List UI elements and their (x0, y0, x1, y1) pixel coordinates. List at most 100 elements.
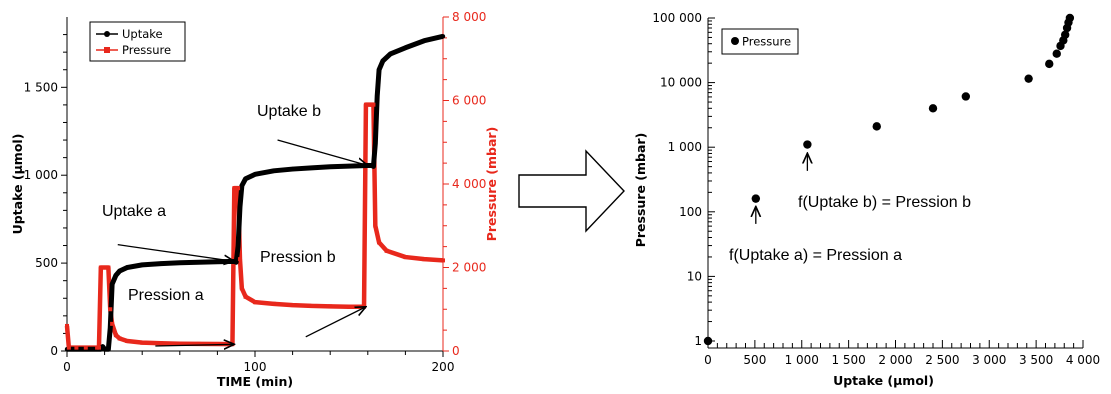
pressure-point (140, 340, 145, 345)
y-tick-label: 10 000 (660, 76, 702, 90)
y-tick-label: 1 000 (668, 140, 702, 154)
legend-pressure-marker (731, 37, 739, 45)
annotation-arrow (305, 307, 366, 338)
y-tick-label: 100 000 (652, 11, 702, 25)
pressure-point (363, 102, 368, 107)
uptake-point (440, 34, 446, 39)
uptake-point (309, 165, 314, 171)
pressure-point (108, 307, 113, 312)
legend-uptake-label: Uptake (122, 27, 163, 41)
pressure-point (751, 194, 761, 203)
left-y-tick-label: 0 (50, 344, 58, 358)
pressure-point (196, 341, 201, 346)
uptake-point (113, 273, 119, 278)
pressure-point (1045, 59, 1054, 69)
y-tick-label: 10 (687, 269, 702, 283)
x-tick-label: 0 (63, 360, 71, 374)
uptake-point (239, 183, 245, 188)
pressure-point (65, 323, 69, 328)
pressure-point (110, 321, 115, 326)
uptake-point (106, 347, 111, 352)
uptake-point (376, 67, 382, 72)
pressure-series-line (64, 102, 444, 350)
pressure-point (239, 286, 244, 291)
pressure-point (377, 240, 382, 245)
y-axis-title: Pressure (mbar) (633, 133, 648, 248)
legend-pressure-label: Pressure (742, 35, 791, 49)
right-y-tick-label: 8 000 (452, 10, 486, 24)
uptake-point (375, 93, 380, 99)
uptake-point (373, 141, 378, 146)
pressure-point (237, 257, 242, 262)
uptake-point (371, 164, 376, 169)
pressure-point (872, 122, 881, 131)
uptake-point (140, 262, 145, 268)
uptake-point (102, 347, 107, 352)
uptake-point (328, 164, 333, 169)
legend-box (89, 21, 186, 62)
x-tick-label: 3 500 (1019, 353, 1053, 367)
uptake-point (177, 260, 182, 265)
annotation-arrow (117, 244, 235, 262)
right-y-tick-label: 0 (452, 344, 460, 358)
legend-pressure-marker (104, 47, 110, 53)
pressure-point (236, 186, 241, 191)
annotation-label: Pression b (260, 249, 336, 266)
isotherm-scatter-chart: 0 500 1 000 1 500 2 000 2 500 3 000 3 500 4 000 1… (633, 11, 1100, 388)
uptake-point (234, 260, 239, 265)
pressure-point (403, 255, 408, 260)
pressure-point (83, 345, 88, 350)
pressure-point (928, 104, 938, 113)
uptake-point (243, 176, 248, 181)
uptake-point (346, 163, 352, 169)
x-tick-label: 1 500 (831, 353, 865, 367)
annotation-arrow (277, 139, 368, 165)
pressure-point (422, 257, 427, 262)
uptake-point (196, 260, 201, 265)
x-axis-title: TIME (min) (217, 374, 293, 389)
uptake-point (158, 261, 164, 266)
x-tick-label: 200 (432, 360, 455, 374)
pressure-point (177, 341, 182, 346)
pressure-point (117, 336, 122, 341)
left-y-tick-label: 1 500 (24, 80, 58, 94)
pressure-point (66, 345, 71, 350)
uptake-point (422, 38, 427, 43)
annotation-label: Uptake a (102, 203, 166, 220)
annotation-label: f(Uptake b) = Pression b (798, 194, 971, 211)
uptake-point (271, 168, 276, 174)
uptake-point (380, 58, 386, 64)
uptake-point (117, 268, 122, 274)
x-tick-label: 3 000 (972, 353, 1006, 367)
pressure-point (328, 304, 333, 309)
pressure-point (1024, 74, 1033, 83)
left-y-axis-title: Uptake (µmol) (10, 134, 25, 235)
pressure-point (309, 303, 314, 308)
annotation-label: f(Uptake a) = Pression a (729, 247, 902, 264)
pressure-point (373, 223, 378, 228)
x-tick-label: 4 000 (1066, 353, 1100, 367)
uptake-point (403, 45, 408, 50)
pressure-point (1060, 30, 1070, 39)
pressure-point (125, 338, 130, 343)
x-tick-label: 2 000 (878, 353, 912, 367)
uptake-point (108, 325, 113, 331)
legend-uptake-marker (104, 31, 110, 37)
pressure-point (113, 333, 118, 338)
uptake-point (237, 204, 243, 210)
right-y-tick-label: 4 000 (452, 177, 486, 191)
x-tick-label: 1 000 (785, 353, 819, 367)
uptake-point (215, 259, 220, 264)
pressure-point (290, 303, 295, 308)
right-y-tick-label: 6 000 (452, 94, 486, 108)
pressure-point (1065, 13, 1075, 23)
pressure-point (253, 300, 257, 305)
pressure-point (961, 92, 971, 101)
pressure-point (215, 341, 220, 346)
pressure-point (384, 248, 389, 253)
pressure-point (159, 341, 163, 346)
right-y-tick-label: 2 000 (452, 261, 486, 275)
pressure-point (347, 304, 351, 309)
pressure-point (96, 345, 101, 350)
